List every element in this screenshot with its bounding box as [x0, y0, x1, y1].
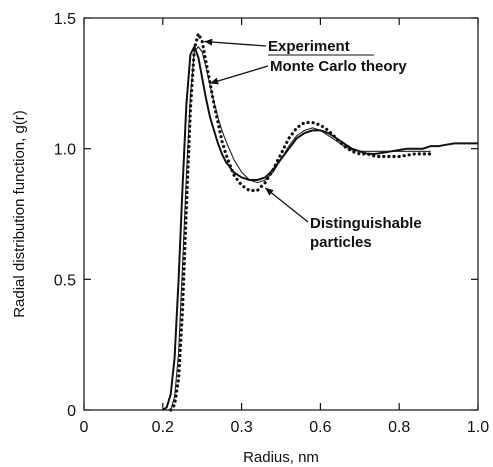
axis-ticks: 0 0.2 0.3 0.6 0.8 1.0 0 0.5 1.0 1.5 — [54, 11, 489, 436]
annotation-experiment-arrow — [204, 40, 267, 47]
annotation-monte-carlo-arrow-head — [210, 77, 219, 85]
series-layer — [162, 29, 478, 412]
annotation-experiment: Experiment — [268, 38, 350, 55]
y-axis-title: Radial distribution function, g(r) — [11, 110, 28, 318]
annotation-distinguishable-text-line2: particles — [310, 234, 372, 251]
annotation-distinguishable-text: Distinguishable — [310, 215, 422, 232]
series-line — [162, 44, 478, 411]
y-tick-label: 1.5 — [54, 11, 76, 28]
y-tick-label: 0 — [67, 403, 76, 420]
annotation-distinguishable: Distinguishable particles — [310, 215, 426, 251]
y-tick-label: 1.0 — [54, 142, 76, 159]
annotation-distinguishable-arrow — [264, 187, 309, 223]
x-tick-label: 1.0 — [467, 419, 489, 436]
annotation-distinguishable-arrow-head — [265, 187, 274, 196]
x-tick-label: 0 — [80, 419, 89, 436]
series-line — [170, 45, 431, 411]
x-axis-title: Radius, nm — [243, 449, 319, 466]
y-tick-label: 0.5 — [54, 272, 76, 289]
annotation-layer — [204, 38, 309, 223]
series-line — [169, 29, 433, 412]
plot-frame — [83, 17, 479, 411]
annotation-monte-carlo-arrow — [209, 65, 269, 84]
annotation-monte-carlo: Monte Carlo theory — [270, 58, 407, 75]
x-tick-label: 0.3 — [230, 419, 252, 436]
x-tick-label: 0.8 — [388, 419, 410, 436]
x-tick-label: 0.6 — [309, 419, 331, 436]
x-tick-label: 0.2 — [152, 419, 174, 436]
annotation-experiment-arrow-head — [204, 38, 213, 46]
